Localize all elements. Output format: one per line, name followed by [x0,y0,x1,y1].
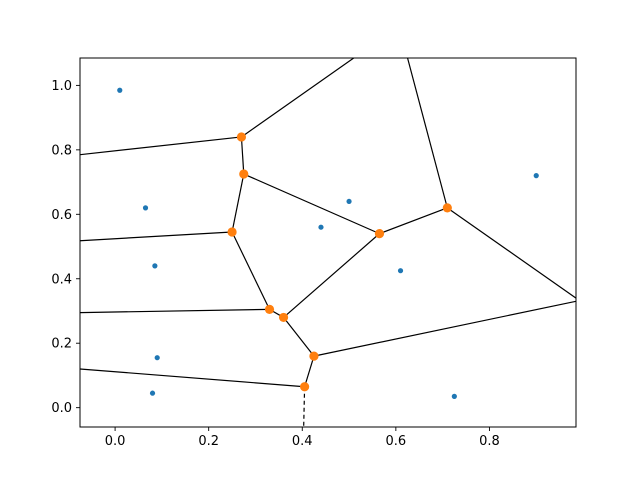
x-axis: 0.0 0.2 0.4 0.6 0.8 [105,427,500,449]
x-tick-label: 0.2 [198,434,219,449]
input-point-9 [451,393,457,399]
input-point-10 [533,173,539,179]
voronoi-vertex-9 [300,382,310,392]
ridge-line-16 [304,355,315,387]
input-point-6 [318,224,324,230]
plot-frame [79,57,577,428]
x-tick-label: 0.4 [292,434,313,449]
y-axis: 0.0 0.2 0.4 0.6 0.8 1.0 [51,79,80,416]
ridge-line-1 [80,136,242,156]
voronoi-vertex-8 [309,351,319,361]
ridge-line-12 [80,308,270,314]
ridge-line-8 [379,207,448,235]
ridge-line-4 [231,173,245,233]
x-tick-label: 0.0 [105,434,126,449]
y-tick-label: 1.0 [51,79,72,94]
ridge-line-15 [313,300,576,357]
voronoi-vertex-5 [442,203,452,213]
voronoi-vertex-4 [374,229,385,239]
ridge-line-11 [446,207,576,299]
ridge-line-7 [231,231,271,310]
y-tick-label: 0.2 [51,337,72,352]
ridge-line-9 [283,233,380,318]
input-points [117,87,539,399]
input-point-4 [154,355,160,361]
x-tick-label: 0.8 [479,434,500,449]
input-point-1 [117,87,123,93]
input-point-7 [346,198,352,205]
y-tick-label: 0.4 [51,272,72,287]
input-point-8 [397,268,404,274]
ridge-line-2 [241,58,355,138]
voronoi-vertex-7 [278,312,289,323]
voronoi-vertex-1 [236,132,247,142]
y-tick-label: 0.8 [51,143,72,158]
ridge-line-5 [243,173,380,235]
ridge-line-6 [80,231,233,242]
x-tick-label: 0.6 [386,434,407,449]
ridge-line-10 [406,58,448,209]
input-point-2 [142,205,149,211]
voronoi-vertex-2 [239,169,249,179]
ridge-line-3 [240,136,245,175]
ridge-lines [80,58,576,427]
input-point-3 [152,263,158,269]
y-tick-label: 0.0 [51,401,72,416]
voronoi-vertex-3 [227,227,237,237]
y-tick-label: 0.6 [51,208,72,223]
voronoi-vertex-6 [264,304,275,314]
ridge-line-14 [283,317,315,357]
ridge-line-17 [80,368,305,388]
input-point-5 [149,390,156,396]
voronoi-vertices [227,132,452,392]
